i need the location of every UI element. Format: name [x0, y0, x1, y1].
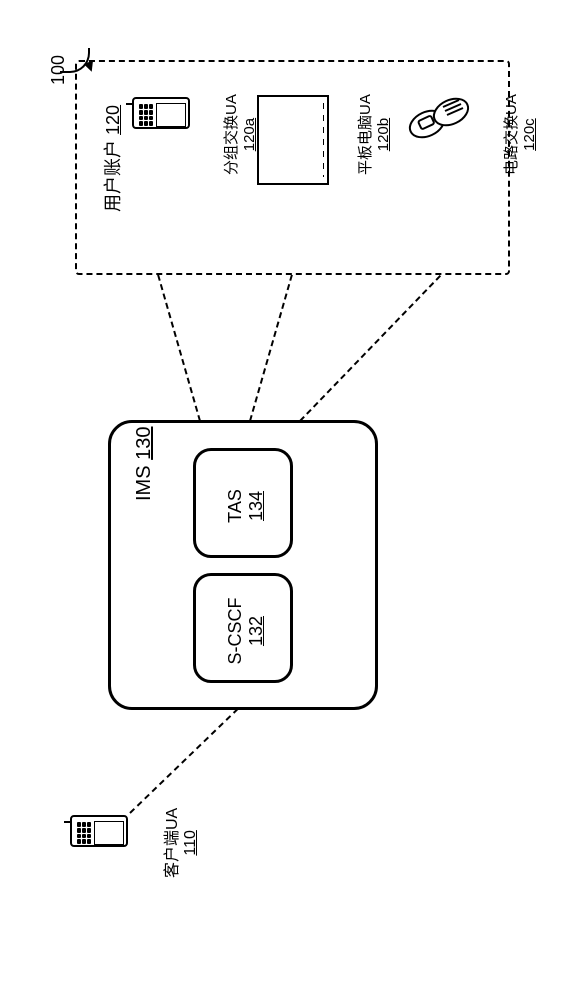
- link-ims-tablet: [249, 275, 293, 422]
- client-phone-icon: [70, 815, 128, 847]
- tas-box: TAS134: [193, 448, 293, 558]
- scscf-box: S-CSCF132: [193, 573, 293, 683]
- account-title: 用户账户 120: [99, 105, 125, 212]
- figure-ref: 100: [48, 55, 69, 85]
- link-ims-packet: [157, 275, 201, 422]
- link-client-ims: [129, 708, 238, 814]
- scscf-label: S-CSCF132: [225, 598, 267, 665]
- tas-label: TAS134: [225, 489, 267, 523]
- packet-phone-icon: [132, 97, 190, 129]
- flip-phone-icon: [405, 94, 475, 142]
- packet-label: 分组交换UA120a: [220, 94, 258, 175]
- tablet-icon: [257, 95, 329, 185]
- network-diagram: 100 客户端UA110 IMS 130 S-CSCF132 TAS134: [0, 0, 576, 1000]
- flip-label: 电路交换UA120c: [500, 94, 538, 175]
- client-label: 客户端UA110: [158, 808, 200, 878]
- link-ims-flip: [299, 275, 441, 422]
- ims-box: IMS 130 S-CSCF132 TAS134: [108, 420, 378, 710]
- user-account-box: 用户账户 120 分组交换UA120a 平板电脑UA120b: [75, 60, 510, 275]
- tablet-label: 平板电脑UA120b: [354, 94, 392, 175]
- ims-title: IMS 130: [133, 427, 156, 502]
